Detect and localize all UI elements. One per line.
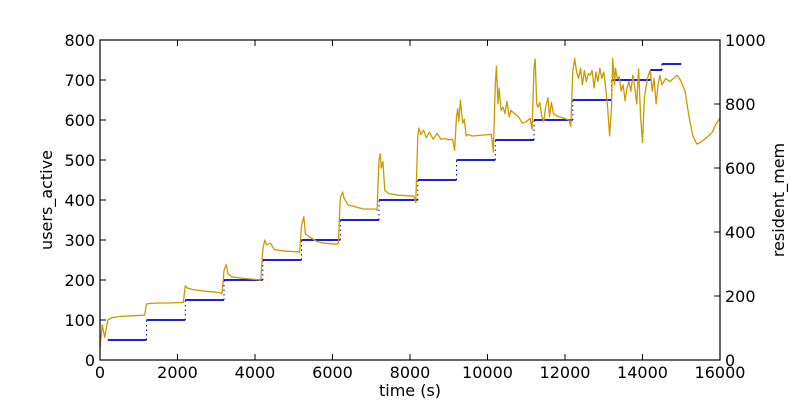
series-left: [107, 63, 682, 341]
y-left-tick-label: 800: [64, 31, 95, 50]
tick-layer: 0 2000 4000 6000 8000 10000 12000 14000 16000010…: [64, 31, 765, 382]
x-tick-label: 6000: [312, 363, 353, 382]
x-tick-label: 16000: [695, 363, 746, 382]
y-right-tick-label: 400: [725, 223, 756, 242]
y-right-tick-label: 600: [725, 159, 756, 178]
y-left-tick-label: 0: [85, 351, 95, 370]
x-tick-label: 4000: [235, 363, 276, 382]
x-tick-label: 14000: [617, 363, 668, 382]
y-left-tick-label: 200: [64, 271, 95, 290]
series-layer: [99, 57, 721, 348]
y-left-tick-label: 300: [64, 231, 95, 250]
y-axis-right-label: resident_mem: [769, 143, 789, 257]
x-axis-label: time (s): [379, 381, 441, 400]
x-tick-label: 12000: [540, 363, 591, 382]
y-right-tick-label: 800: [725, 95, 756, 114]
resident-mem-line: [99, 57, 721, 348]
y-right-tick-label: 0: [725, 351, 735, 370]
y-left-tick-label: 600: [64, 111, 95, 130]
y-left-tick-label: 400: [64, 191, 95, 210]
y-left-tick-label: 700: [64, 71, 95, 90]
x-tick-label: 8000: [390, 363, 431, 382]
y-left-tick-label: 100: [64, 311, 95, 330]
y-right-tick-label: 1000: [725, 31, 766, 50]
x-tick-label: 10000: [462, 363, 513, 382]
x-tick-label: 0: [95, 363, 105, 382]
y-axis-left-label: users_active: [37, 150, 57, 250]
x-tick-label: 2000: [157, 363, 198, 382]
y-right-tick-label: 200: [725, 287, 756, 306]
series-right: [99, 57, 721, 348]
y-left-tick-label: 500: [64, 151, 95, 170]
